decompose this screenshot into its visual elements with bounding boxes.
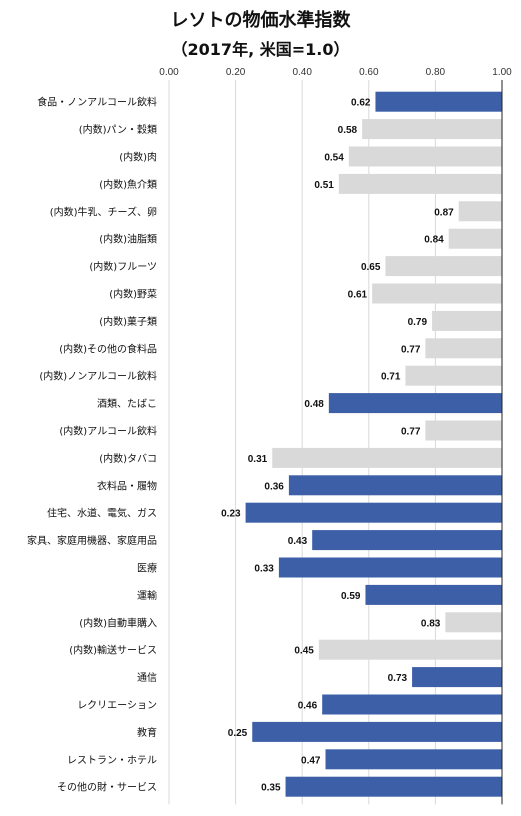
bar (328, 393, 502, 414)
value-label: 0.61 (348, 290, 368, 301)
bar (278, 557, 502, 578)
category-label: 通信 (137, 672, 157, 684)
category-label: (内数)その他の食料品 (59, 342, 157, 355)
category-label: (内数)牛乳、チーズ、卵 (50, 205, 157, 218)
x-tick-label: 0.80 (426, 67, 446, 78)
category-label: (内数)野菜 (109, 288, 157, 301)
category-label: 家具、家庭用機器、家庭用品 (27, 534, 157, 547)
bar (372, 283, 502, 304)
value-label: 0.25 (228, 728, 248, 739)
value-label: 0.83 (421, 618, 441, 629)
value-label: 0.35 (261, 783, 281, 794)
bar (365, 584, 502, 605)
x-tick-label: 0.40 (292, 67, 312, 78)
bar (425, 338, 502, 359)
value-label: 0.46 (298, 701, 318, 712)
value-label: 0.31 (248, 454, 268, 465)
category-label: 食品・ノンアルコール飲料 (37, 96, 157, 109)
bar (272, 447, 502, 468)
bar (285, 776, 502, 797)
bar (445, 612, 502, 633)
value-label: 0.23 (221, 509, 241, 520)
value-label: 0.51 (314, 180, 334, 191)
category-label: (内数)自動車購入 (79, 616, 157, 629)
bar (348, 146, 502, 167)
category-label: 医療 (137, 562, 157, 575)
value-label: 0.45 (294, 646, 314, 657)
bar (318, 639, 502, 660)
category-label: (内数)魚介類 (99, 178, 157, 191)
category-label: (内数)油脂類 (99, 233, 157, 246)
bar (385, 256, 502, 277)
x-tick-label: 0.20 (226, 67, 246, 78)
value-label: 0.87 (434, 207, 454, 218)
chart-title: レソトの物価水準指数 (170, 10, 351, 31)
value-label: 0.79 (408, 317, 428, 328)
value-label: 0.54 (324, 153, 344, 164)
bar (362, 119, 502, 140)
bar (375, 91, 502, 112)
category-label: 住宅、水道、電気、ガス (47, 507, 157, 520)
value-label: 0.48 (304, 399, 324, 410)
bar (405, 365, 502, 386)
category-label: レクリエーション (77, 700, 157, 712)
value-label: 0.84 (424, 235, 444, 246)
bar (412, 667, 502, 688)
value-label: 0.43 (288, 536, 308, 547)
bar (322, 694, 502, 715)
category-label: (内数)パン・穀類 (79, 123, 157, 136)
value-label: 0.77 (401, 427, 421, 438)
category-label: レストラン・ホテル (67, 754, 157, 766)
x-tick-label: 0.00 (159, 67, 179, 78)
category-label: その他の財・サービス (57, 781, 157, 794)
value-label: 0.58 (338, 125, 358, 136)
category-label: 運輸 (137, 589, 157, 602)
bar (288, 475, 502, 496)
category-label: (内数)アルコール飲料 (59, 425, 157, 438)
category-label: (内数)タバコ (99, 452, 157, 465)
bar (425, 420, 502, 441)
x-tick-label: 1.00 (492, 67, 512, 78)
value-label: 0.73 (388, 673, 408, 684)
category-label: (内数)肉 (119, 151, 157, 164)
value-label: 0.65 (361, 262, 381, 273)
category-label: 衣料品・履物 (97, 479, 157, 492)
category-label: 教育 (137, 726, 157, 739)
value-label: 0.77 (401, 344, 421, 355)
value-label: 0.47 (301, 755, 321, 766)
bar (312, 530, 502, 551)
category-label: (内数)菓子類 (99, 315, 157, 328)
value-label: 0.62 (351, 98, 371, 109)
value-label: 0.33 (254, 564, 274, 575)
bar (245, 502, 502, 523)
bar (252, 721, 502, 742)
bar (448, 228, 502, 249)
bar (338, 173, 502, 194)
x-tick-label: 0.60 (359, 67, 379, 78)
category-label: (内数)輸送サービス (69, 644, 157, 657)
value-label: 0.36 (264, 481, 284, 492)
bar (325, 749, 502, 770)
value-label: 0.59 (341, 591, 361, 602)
bar (432, 310, 502, 331)
bar (458, 201, 502, 222)
category-label: (内数)フルーツ (89, 260, 157, 273)
chart-subtitle: （2017年, 米国=1.0） (171, 40, 350, 59)
category-label: (内数)ノンアルコール飲料 (39, 370, 157, 383)
category-label: 酒類、たばこ (97, 398, 157, 410)
value-label: 0.71 (381, 372, 401, 383)
